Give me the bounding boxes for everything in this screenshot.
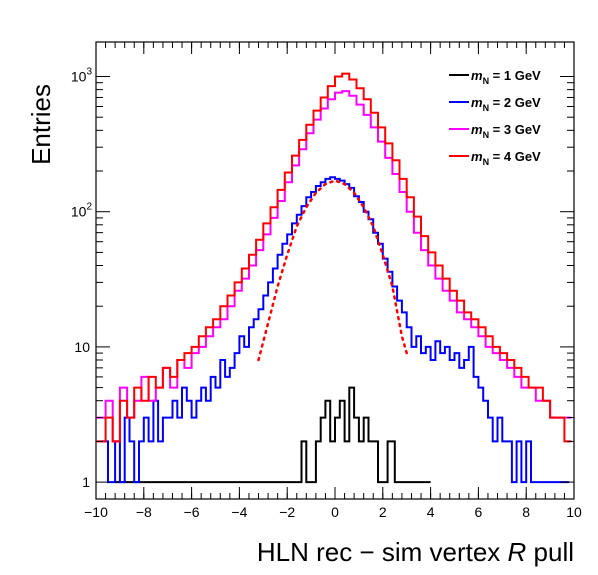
- x-tick-label: 6: [475, 504, 483, 520]
- series-layer: [96, 72, 572, 484]
- y-tick-label: 103: [71, 67, 93, 85]
- y-axis-label: Entries: [26, 84, 56, 165]
- legend-entry: mN = 3 GeV: [471, 122, 541, 140]
- x-tick-label: −4: [231, 504, 247, 520]
- series-4-line: [96, 72, 572, 443]
- legend-entry: mN = 4 GeV: [471, 149, 541, 167]
- x-tick-label: −6: [184, 504, 200, 520]
- series-2-fit: [257, 179, 408, 362]
- series-3-line: [96, 90, 572, 443]
- ticks-layer: −10 −8 −6 −4 −2 0 2 4 6 8 10 1 10 102 103: [71, 42, 582, 520]
- x-tick-label: 4: [427, 504, 435, 520]
- legend: mN = 1 GeV mN = 2 GeV mN = 3 GeV mN = 4 GeV: [449, 68, 541, 167]
- y-tick-label: 10: [74, 339, 90, 355]
- x-tick-label: −2: [279, 504, 295, 520]
- x-tick-label: −10: [84, 504, 108, 520]
- legend-entry: mN = 2 GeV: [471, 95, 541, 113]
- y-tick-label: 102: [71, 202, 93, 220]
- series-1-line: [115, 386, 431, 484]
- legend-entry: mN = 1 GeV: [471, 68, 541, 86]
- x-tick-label: −8: [136, 504, 152, 520]
- x-tick-label: 2: [379, 504, 387, 520]
- x-axis-label: HLN rec − sim vertex R pull: [257, 537, 574, 567]
- x-tick-label: 8: [522, 504, 530, 520]
- series-2-line: [100, 176, 570, 484]
- y-tick-label: 1: [82, 474, 90, 490]
- x-tick-label: 10: [566, 504, 582, 520]
- x-tick-label: 0: [331, 504, 339, 520]
